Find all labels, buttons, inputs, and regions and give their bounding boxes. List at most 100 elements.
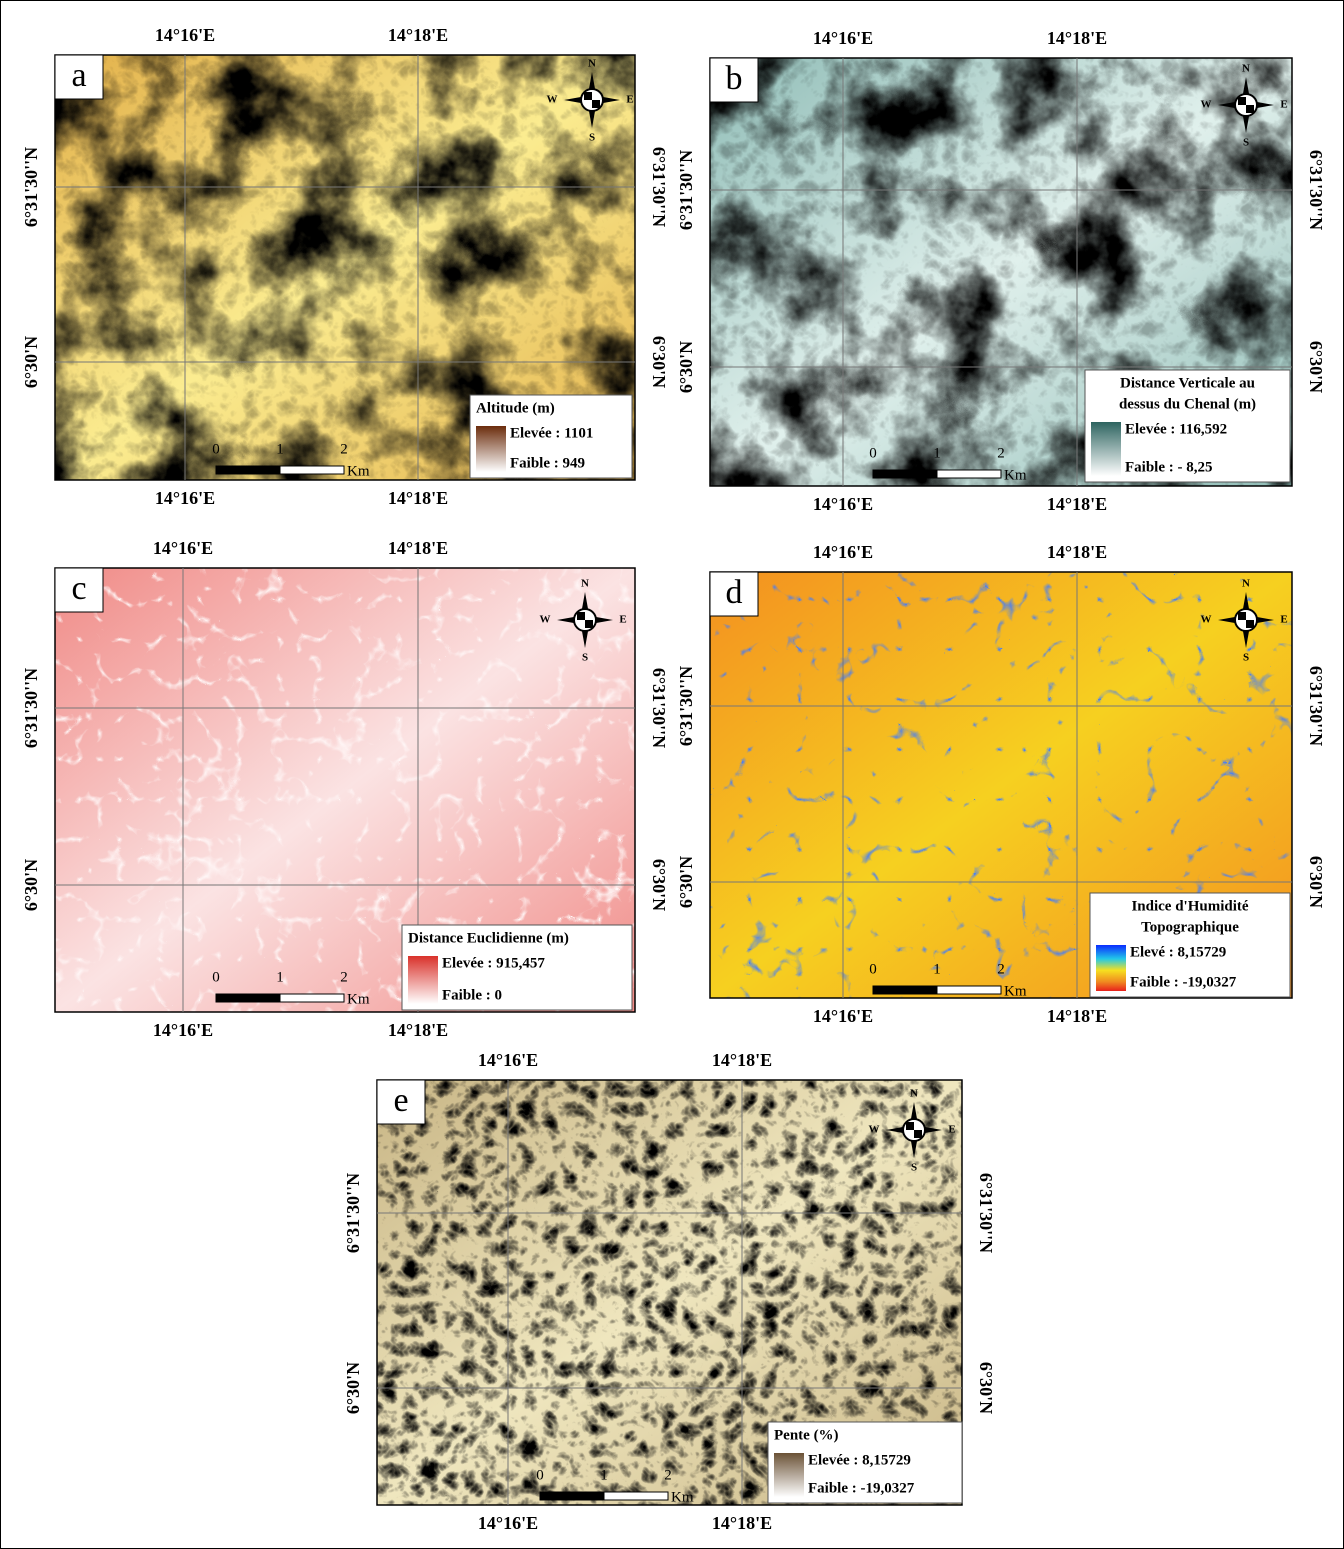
right-label: 6°30'N	[649, 336, 669, 388]
top-label: 14°16'E	[155, 25, 215, 45]
compass-letter: W	[547, 94, 558, 106]
legend-swatch	[408, 956, 438, 1004]
bottom-label: 14°16'E	[813, 494, 873, 514]
left-label: 6°31'30''N	[676, 666, 696, 746]
compass-letter: W	[1201, 99, 1212, 111]
scale-bar	[873, 986, 937, 994]
scale-bar	[216, 466, 280, 474]
compass-letter: W	[540, 614, 551, 626]
scale-bar	[873, 470, 937, 478]
bottom-label: 14°18'E	[388, 488, 448, 508]
compass-letter: N	[588, 58, 596, 70]
compass-letter: S	[911, 1162, 917, 1174]
top-label: 14°16'E	[153, 538, 213, 558]
right-label: 6°30'N	[976, 1362, 996, 1414]
legend-low: Faible : -19,0327	[1130, 974, 1237, 990]
bottom-label: 14°16'E	[155, 488, 215, 508]
legend-swatch	[476, 426, 506, 472]
legend-swatch	[1091, 422, 1121, 476]
legend-title: Distance Verticale au	[1120, 375, 1255, 391]
legend-title: Indice d'Humidité	[1131, 898, 1248, 914]
scale-bar	[280, 994, 344, 1002]
legend-swatch	[774, 1453, 804, 1497]
scale-tick: 2	[997, 961, 1005, 977]
right-label: 6°30'N	[1306, 341, 1326, 393]
right-label: 6°30'N	[649, 859, 669, 911]
legend-high: Elevée : 1101	[510, 425, 593, 441]
compass-letter: S	[1243, 137, 1249, 149]
scale-tick: 0	[212, 969, 220, 985]
legend-high: Elevée : 116,592	[1125, 421, 1227, 437]
panel-letter: b	[726, 60, 743, 97]
left-label: 6°30'N	[21, 859, 41, 911]
panel-letter: d	[726, 574, 743, 611]
bottom-label: 14°16'E	[153, 1020, 213, 1040]
compass-letter: E	[626, 94, 633, 106]
scale-tick: 1	[600, 1467, 608, 1483]
scale-tick: 2	[340, 441, 348, 457]
legend-swatch	[1096, 945, 1126, 991]
top-label: 14°16'E	[813, 28, 873, 48]
legend-low: Faible : - 8,25	[1125, 459, 1213, 475]
bottom-label: 14°18'E	[1047, 494, 1107, 514]
top-label: 14°16'E	[478, 1050, 538, 1070]
compass-letter: N	[581, 578, 589, 590]
right-label: 6°31'30''N	[1306, 150, 1326, 230]
right-label: 6°31'30''N	[976, 1173, 996, 1253]
compass-letter: E	[1280, 99, 1287, 111]
scale-unit: Km	[347, 463, 370, 479]
compass-letter: W	[869, 1124, 880, 1136]
legend-high: Elevée : 915,457	[442, 955, 545, 971]
compass-letter: N	[910, 1088, 918, 1100]
top-label: 14°18'E	[388, 538, 448, 558]
right-label: 6°31'30''N	[649, 147, 669, 227]
left-label: 6°31'30''N	[21, 147, 41, 227]
left-label: 6°31'30''N	[21, 668, 41, 748]
left-label: 6°30'N	[676, 341, 696, 393]
figure: 14°16'E 14°16'E 14°18'E 14°18'E 6°31'30''N 6°…	[0, 0, 1344, 1549]
top-label: 14°18'E	[1047, 28, 1107, 48]
compass-letter: W	[1201, 614, 1212, 626]
scale-tick: 0	[536, 1467, 544, 1483]
bottom-label: 14°18'E	[388, 1020, 448, 1040]
legend-high: Elevé : 8,15729	[1130, 944, 1226, 960]
scale-tick: 1	[933, 961, 941, 977]
top-label: 14°16'E	[813, 542, 873, 562]
scale-bar	[280, 466, 344, 474]
compass-letter: E	[1280, 614, 1287, 626]
top-label: 14°18'E	[712, 1050, 772, 1070]
right-label: 6°31'30''N	[1306, 666, 1326, 746]
legend-title: Altitude (m)	[476, 400, 555, 416]
scale-unit: Km	[1004, 983, 1027, 999]
left-label: 6°30'N	[343, 1362, 363, 1414]
compass-letter: S	[1243, 652, 1249, 664]
bottom-label: 14°16'E	[813, 1006, 873, 1026]
legend-title: Distance Euclidienne (m)	[408, 930, 569, 946]
bottom-label: 14°18'E	[1047, 1006, 1107, 1026]
legend-title: Pente (%)	[774, 1427, 839, 1443]
scale-bar	[937, 470, 1001, 478]
scale-tick: 0	[869, 445, 877, 461]
top-label: 14°18'E	[1047, 542, 1107, 562]
right-label: 6°30'N	[1306, 856, 1326, 908]
scale-tick: 1	[276, 969, 284, 985]
scale-tick: 0	[869, 961, 877, 977]
scale-unit: Km	[671, 1489, 694, 1505]
scale-tick: 2	[664, 1467, 672, 1483]
scale-tick: 0	[212, 441, 220, 457]
compass-letter: E	[948, 1124, 955, 1136]
scale-tick: 2	[997, 445, 1005, 461]
scale-unit: Km	[1004, 467, 1027, 483]
scale-bar	[604, 1492, 668, 1500]
legend-low: Faible : 949	[510, 455, 585, 471]
legend-high: Elevée : 8,15729	[808, 1452, 911, 1468]
left-label: 6°30'N	[21, 336, 41, 388]
top-label: 14°18'E	[388, 25, 448, 45]
legend-title: dessus du Chenal (m)	[1119, 396, 1256, 412]
scale-tick: 1	[276, 441, 284, 457]
compass-letter: N	[1242, 63, 1250, 75]
scale-tick: 1	[933, 445, 941, 461]
scale-unit: Km	[347, 991, 370, 1007]
panel-letter: c	[71, 570, 86, 607]
compass-letter: N	[1242, 578, 1250, 590]
